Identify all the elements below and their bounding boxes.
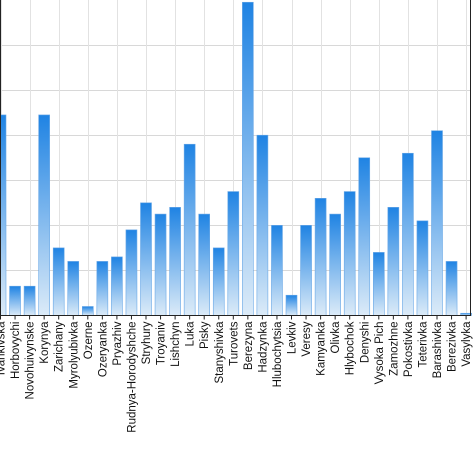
bar-hadzynka: [256, 134, 269, 316]
bar-zamozhne: [387, 207, 400, 316]
x-tick-label: Olivka: [330, 321, 342, 354]
x-tick-label: Myrolyubivka: [68, 321, 80, 389]
x-tick-label: Levkiv: [287, 321, 299, 354]
x-tick-label: Ozeryanka: [97, 321, 109, 377]
x-tick-label: Ozerne: [83, 322, 95, 360]
bar-ozeryanka: [96, 261, 109, 316]
bar-vysoka-pich: [372, 252, 385, 316]
x-tick-label: Hadzynka: [257, 321, 269, 373]
x-tick-label: Korynya: [39, 321, 51, 364]
x-tick-label: Stanyshivka: [214, 321, 226, 384]
x-tick-label: Teterivka: [417, 321, 429, 368]
bar-turovets: [227, 191, 240, 316]
x-tick-label: Zamozhne: [388, 322, 400, 376]
x-tick-label: Denyshi: [359, 322, 371, 364]
bar-rudnya-horodyshche: [125, 229, 138, 316]
x-tick-label: Berezivka: [447, 321, 459, 372]
bar-troyaniv: [154, 213, 167, 316]
bar-barashivka: [431, 130, 443, 316]
bar-teterivka: [416, 220, 429, 316]
bar-pisky: [198, 213, 210, 316]
bar-stryhury: [140, 202, 152, 316]
x-tick-label: Luka: [185, 321, 197, 347]
x-tick-label: Vasylyka: [461, 321, 473, 367]
x-tick-label: Berezyna: [243, 321, 255, 370]
bar-lishchyn: [169, 207, 181, 316]
bar-zarichany: [52, 247, 65, 316]
bar-olivka: [329, 213, 341, 316]
bar-hlubochytsia: [271, 225, 283, 316]
x-tick-label: Veresy: [301, 321, 313, 356]
bar-ozerne: [82, 306, 94, 316]
plot-frame: [0, 0, 471, 316]
x-tick-label: Turovets: [228, 321, 240, 366]
x-tick-label: Pokostivka: [403, 321, 415, 377]
x-tick-label: Hlubochytsia: [272, 321, 284, 387]
x-tick-label: Zarichany: [54, 321, 66, 372]
bar-berezyna: [242, 1, 254, 316]
x-tick-label: Vysoka Pich: [374, 322, 386, 385]
bar-levkiv: [285, 294, 298, 316]
x-axis-ticks: [0, 315, 467, 320]
bar-novohuivynske: [23, 285, 36, 316]
bar-series: [0, 1, 472, 316]
bar-luka: [183, 143, 196, 316]
bar-pryazhiv: [111, 256, 123, 316]
x-tick-label: Pisky: [199, 321, 211, 349]
bar-berezivka: [445, 261, 458, 316]
x-tick-label: Troyaniv: [156, 321, 168, 365]
bar-myrolyubivka: [67, 261, 80, 316]
x-tick-label: Barashivka: [432, 321, 444, 378]
bar-korynya: [38, 114, 50, 316]
x-tick-label: Hlybochok: [345, 321, 357, 375]
x-tick-label: Ivankivska: [0, 321, 8, 375]
bar-horbovychi: [9, 285, 21, 316]
bar-denyshi: [358, 157, 371, 316]
x-tick-label: Kamyanka: [316, 321, 328, 376]
x-tick-label: Horbovychi: [10, 322, 22, 380]
x-tick-label: Lishchyn: [170, 322, 182, 367]
x-tick-label: Novohuivynske: [25, 322, 37, 400]
bar-veresy: [300, 225, 312, 316]
x-axis-tick-labels: Ivankivska Horbovychi Novohuivynske Korynya…: [0, 321, 473, 433]
x-tick-label: Pryazhiv: [112, 321, 124, 365]
bar-pokostivka: [402, 152, 414, 316]
x-tick-label: Stryhury: [141, 321, 153, 364]
bar-kamyanka: [314, 198, 327, 316]
bar-hlybochok: [343, 191, 356, 316]
bar-stanyshivka: [212, 247, 225, 316]
x-tick-label: Rudnya-Horodyshche: [126, 322, 138, 433]
